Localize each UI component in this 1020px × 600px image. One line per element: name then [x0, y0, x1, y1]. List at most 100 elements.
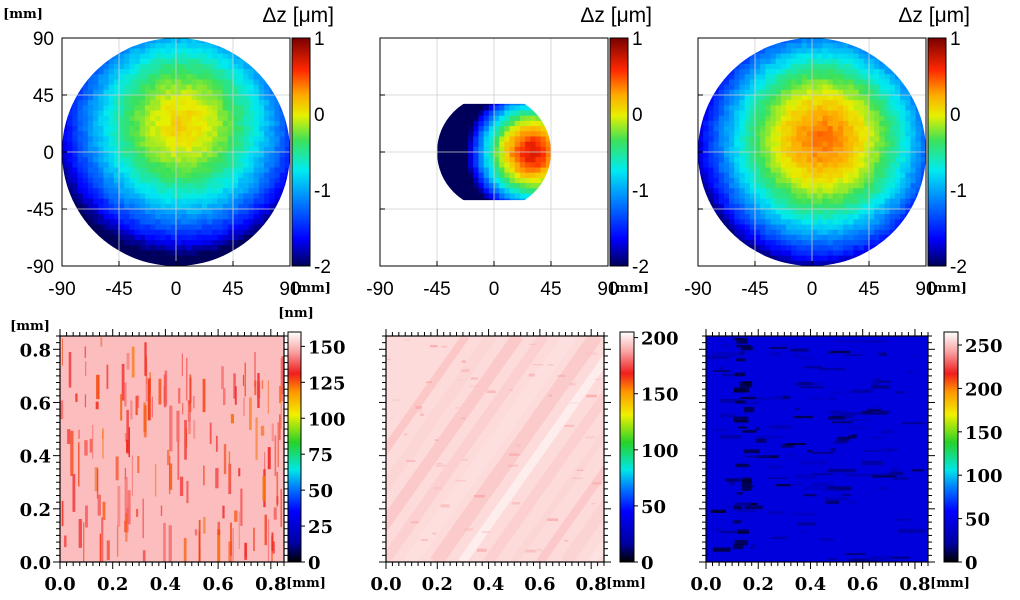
x-tick-label: 0.8 — [899, 574, 930, 595]
y-tick-label: 90 — [33, 29, 54, 50]
colorbar-tick-label: 50 — [965, 510, 990, 531]
colorbar-tick-label: -2 — [632, 257, 649, 278]
colorbar-tick-label: 50 — [308, 481, 333, 502]
x-tick-label: 0.2 — [97, 574, 128, 595]
colorbar-tick-label: -1 — [314, 181, 331, 202]
x-tick-label: 90 — [915, 279, 936, 300]
x-tick-label: 0 — [171, 279, 182, 300]
x-tick-label: 0.0 — [44, 574, 75, 595]
x-tick-label: -90 — [366, 279, 393, 300]
x-tick-label: -45 — [105, 279, 132, 300]
colorbar-tick-label: 0 — [950, 105, 961, 126]
x-unit-label: [mm] — [609, 281, 649, 296]
colorbar — [609, 37, 629, 267]
y-tick-label: 0.6 — [20, 393, 51, 414]
colorbar-title: Δz [μm] — [580, 4, 652, 27]
colorbar-tick-label: 150 — [641, 385, 679, 406]
x-tick-label: 0.4 — [795, 574, 826, 595]
x-tick-label: -45 — [423, 279, 450, 300]
x-tick-label: 0 — [807, 279, 818, 300]
colorbar-tick-label: 150 — [308, 337, 346, 358]
x-tick-label: 90 — [279, 279, 300, 300]
x-tick-label: 45 — [858, 279, 879, 300]
colorbar-tick-label: 1 — [314, 29, 325, 50]
x-tick-label: 0.2 — [743, 574, 774, 595]
x-tick-label: 0.4 — [150, 574, 181, 595]
x-unit-label: [mm] — [606, 576, 646, 591]
map-panel-top-middle: -90 -45 0 45 90[mm] 1 0 -1 -2 Δz [μm] — [366, 4, 652, 300]
surface-heatmap — [386, 336, 604, 562]
x-unit-label: [mm] — [930, 576, 970, 591]
y-tick-label: -90 — [27, 257, 54, 278]
x-tick-label: 0 — [489, 279, 500, 300]
x-tick-label: -45 — [741, 279, 768, 300]
x-unit-label: [mm] — [291, 281, 331, 296]
x-unit-label: [mm] — [927, 281, 967, 296]
x-tick-label: -90 — [48, 279, 75, 300]
colorbar-tick-label: 125 — [308, 373, 346, 394]
colorbar-tick-label: 200 — [965, 379, 1003, 400]
map-panel-bottom-right: 0.0 0.2 0.4 0.6 0.8 [mm] 250 200 150 100 50 0 — [690, 329, 1003, 595]
colorbar — [291, 37, 311, 267]
colorbar-tick-label: 0 — [641, 553, 654, 574]
colorbar-unit-label: [nm] — [278, 306, 314, 321]
colorbar-tick-label: 0 — [308, 553, 321, 574]
x-tick-label: 90 — [597, 279, 618, 300]
x-tick-label: -90 — [684, 279, 711, 300]
x-tick-label: 0.0 — [690, 574, 721, 595]
colorbar — [287, 331, 302, 563]
x-tick-label: 0.2 — [422, 574, 453, 595]
x-tick-label: 0.6 — [524, 574, 555, 595]
colorbar-tick-label: -1 — [632, 181, 649, 202]
y-tick-label: -45 — [27, 200, 54, 221]
colorbar-tick-label: 100 — [641, 441, 679, 462]
colorbar-tick-label: 0 — [965, 553, 978, 574]
y-tick-label: 0 — [43, 143, 54, 164]
colorbar-tick-label: 200 — [641, 329, 679, 350]
colorbar-tick-label: -2 — [950, 257, 967, 278]
colorbar-tick-label: 150 — [965, 423, 1003, 444]
y-tick-label: 45 — [33, 86, 54, 107]
map-panel-bottom-left: 0.0 0.2 0.4 0.6 0.8 [mm]0.80.60.40.20.0[mm]15… — [10, 306, 345, 595]
colorbar-tick-label: -1 — [950, 181, 967, 202]
y-unit-label: [mm] — [10, 319, 50, 334]
map-panel-bottom-middle: 0.0 0.2 0.4 0.6 0.8 [mm] 200 150 100 50 0 — [370, 329, 679, 595]
colorbar-tick-label: 0 — [632, 105, 643, 126]
x-tick-label: 45 — [222, 279, 243, 300]
map-panel-top-right: -90 -45 0 45 90[mm] 1 0 -1 -2 Δz [μm] — [684, 4, 970, 300]
colorbar-tick-label: 100 — [965, 466, 1003, 487]
x-tick-label: 0.6 — [847, 574, 878, 595]
colorbar — [943, 331, 959, 563]
y-tick-label: 0.4 — [20, 447, 51, 468]
y-tick-label: 0.8 — [20, 340, 51, 361]
y-unit-label: [mm] — [3, 7, 43, 22]
colorbar-tick-label: 0 — [314, 105, 325, 126]
x-tick-label: 45 — [540, 279, 561, 300]
surface-heatmap — [60, 336, 285, 562]
colorbar-title: Δz [μm] — [262, 4, 334, 27]
x-tick-label: 0.4 — [473, 574, 504, 595]
x-tick-label: 0.0 — [370, 574, 401, 595]
colorbar-title: Δz [μm] — [898, 4, 970, 27]
colorbar-tick-label: 1 — [950, 29, 961, 50]
colorbar — [619, 331, 635, 563]
colorbar-tick-label: 50 — [641, 497, 666, 518]
colorbar-tick-label: 25 — [308, 517, 333, 538]
colorbar-tick-label: 100 — [308, 409, 346, 430]
x-tick-label: 0.6 — [202, 574, 233, 595]
x-tick-label: 0.8 — [576, 574, 607, 595]
y-tick-label: 0.0 — [20, 553, 51, 574]
y-tick-label: 0.2 — [20, 500, 51, 521]
x-unit-label: [mm] — [286, 576, 326, 591]
colorbar — [927, 37, 947, 267]
colorbar-tick-label: -2 — [314, 257, 331, 278]
colorbar-tick-label: 75 — [308, 445, 333, 466]
colorbar-tick-label: 250 — [965, 336, 1003, 357]
colorbar-tick-label: 1 — [632, 29, 643, 50]
x-tick-label: 0.8 — [255, 574, 286, 595]
surface-heatmap — [62, 38, 290, 266]
surface-heatmap — [706, 336, 928, 563]
